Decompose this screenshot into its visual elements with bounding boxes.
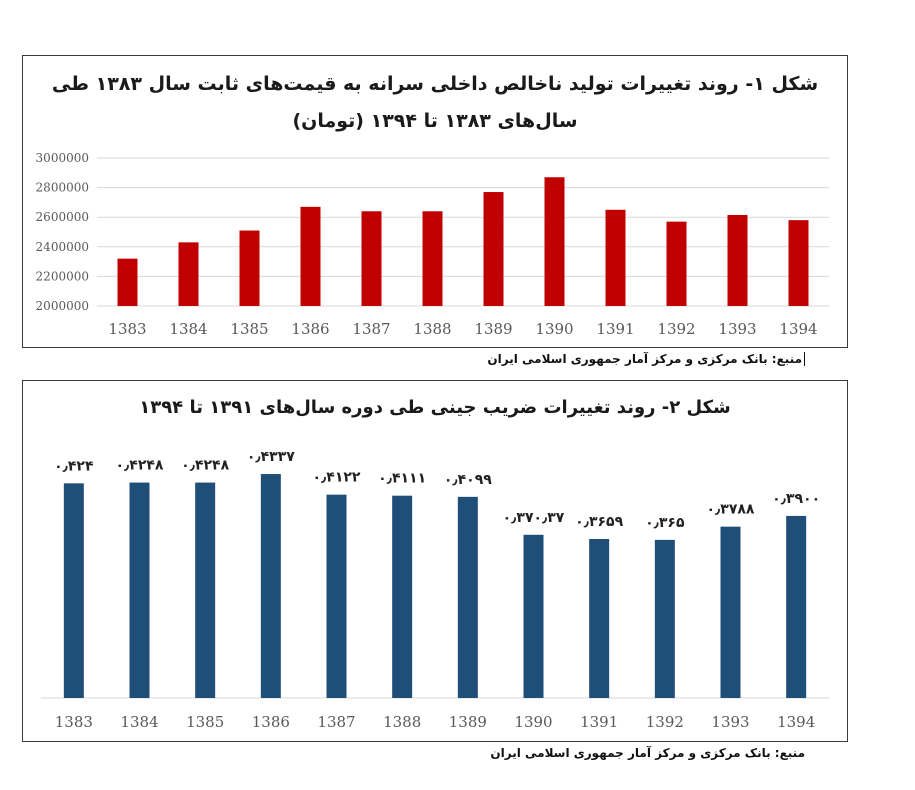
x-tick-label: 1385 (230, 320, 268, 338)
x-tick-label: 1388 (383, 713, 421, 731)
data-label: ۰٫۴۲۴ (54, 458, 94, 474)
x-tick-label: 1386 (291, 320, 329, 338)
chart-1-panel: شکل ۱- روند تغییرات تولید ناخالص داخلی س… (22, 55, 848, 348)
x-tick-label: 1384 (169, 320, 207, 338)
x-tick-label: 1391 (596, 320, 634, 338)
data-label: ۰٫۳۷۸۸ (707, 502, 755, 518)
bar (117, 258, 138, 306)
bar (457, 496, 478, 698)
x-tick-label: 1394 (779, 320, 817, 338)
data-label: ۰٫۴۰۹۹ (444, 472, 492, 488)
x-tick-label: 1384 (120, 713, 158, 731)
chart-2-panel: شکل ۲- روند تغییرات ضریب جینی طی دوره سا… (22, 380, 848, 742)
x-tick-label: 1392 (657, 320, 695, 338)
x-tick-label: 1387 (317, 713, 355, 731)
x-tick-label: 1389 (449, 713, 487, 731)
y-tick-label: 2800000 (36, 181, 89, 195)
chart-1-title: شکل ۱- روند تغییرات تولید ناخالص داخلی س… (51, 73, 819, 95)
chart-2-source: منبع: بانک مرکزی و مرکز آمار جمهوری اسلا… (490, 746, 805, 760)
bar (589, 539, 610, 698)
data-label: ۰٫۳۹۰۰ (772, 491, 820, 507)
x-tick-label: 1385 (186, 713, 224, 731)
chart-1-source: منبع: بانک مرکزی و مرکز آمار جمهوری اسلا… (487, 352, 805, 366)
x-tick-label: 1389 (474, 320, 512, 338)
y-tick-label: 2000000 (36, 299, 89, 313)
x-tick-label: 1388 (413, 320, 451, 338)
data-label: ۰٫۳۷۰٫۳۷ (503, 510, 565, 526)
bar (786, 515, 807, 698)
data-label: ۰٫۳۶۵۹ (575, 514, 623, 530)
bar (720, 526, 741, 698)
y-tick-label: 2400000 (36, 240, 89, 254)
bar (63, 483, 84, 698)
data-label: ۰٫۴۲۴۸ (181, 458, 229, 474)
data-label: ۰٫۴۲۴۸ (116, 458, 164, 474)
bar (239, 230, 260, 306)
x-tick-label: 1387 (352, 320, 390, 338)
x-tick-label: 1393 (718, 320, 756, 338)
y-tick-label: 2600000 (36, 210, 89, 224)
x-tick-label: 1394 (777, 713, 815, 731)
chart-1-plot: 2000000 2200000 2400000 2600000 2800000 30000… (36, 151, 829, 338)
data-label: ۰٫۳۶۵ (645, 515, 685, 531)
x-tick-label: 1383 (108, 320, 146, 338)
bar (523, 534, 544, 698)
x-tick-label: 1391 (580, 713, 618, 731)
x-tick-label: 1390 (535, 320, 573, 338)
chart-1-subtitle: سال‌های ۱۳۸۳ تا ۱۳۹۴ (تومان) (292, 110, 578, 132)
data-label: ۰٫۴۱۲۲ (313, 470, 361, 486)
bar (300, 206, 321, 306)
bar (361, 211, 382, 306)
bar (422, 211, 443, 306)
data-label: ۰٫۴۳۳۷ (247, 449, 295, 465)
data-label: ۰٫۴۱۱۱ (378, 471, 426, 487)
bar (727, 214, 748, 306)
chart-2-plot: ۰٫۴۲۴ 1383 ۰٫۴۲۴۸ 1384 ۰٫۴۲۴۸ 1385 ۰٫۴۳۳۷ 1386 ۰… (41, 449, 829, 731)
x-tick-label: 1392 (646, 713, 684, 731)
x-tick-label: 1383 (55, 713, 93, 731)
x-tick-label: 1386 (252, 713, 290, 731)
bar (326, 494, 347, 698)
y-tick-label: 2200000 (36, 269, 89, 283)
bar (666, 221, 687, 306)
x-tick-label: 1393 (711, 713, 749, 731)
y-tick-label: 3000000 (36, 151, 89, 165)
bar (392, 495, 413, 698)
bar (260, 474, 281, 698)
bar (788, 220, 809, 306)
bar (178, 242, 199, 306)
bar (654, 539, 675, 698)
chart-2-title: شکل ۲- روند تغییرات ضریب جینی طی دوره سا… (139, 397, 731, 418)
bar (129, 482, 150, 698)
x-tick-label: 1390 (514, 713, 552, 731)
bar (544, 177, 565, 306)
bar (605, 209, 626, 306)
bar (195, 482, 216, 698)
bar (483, 192, 504, 306)
